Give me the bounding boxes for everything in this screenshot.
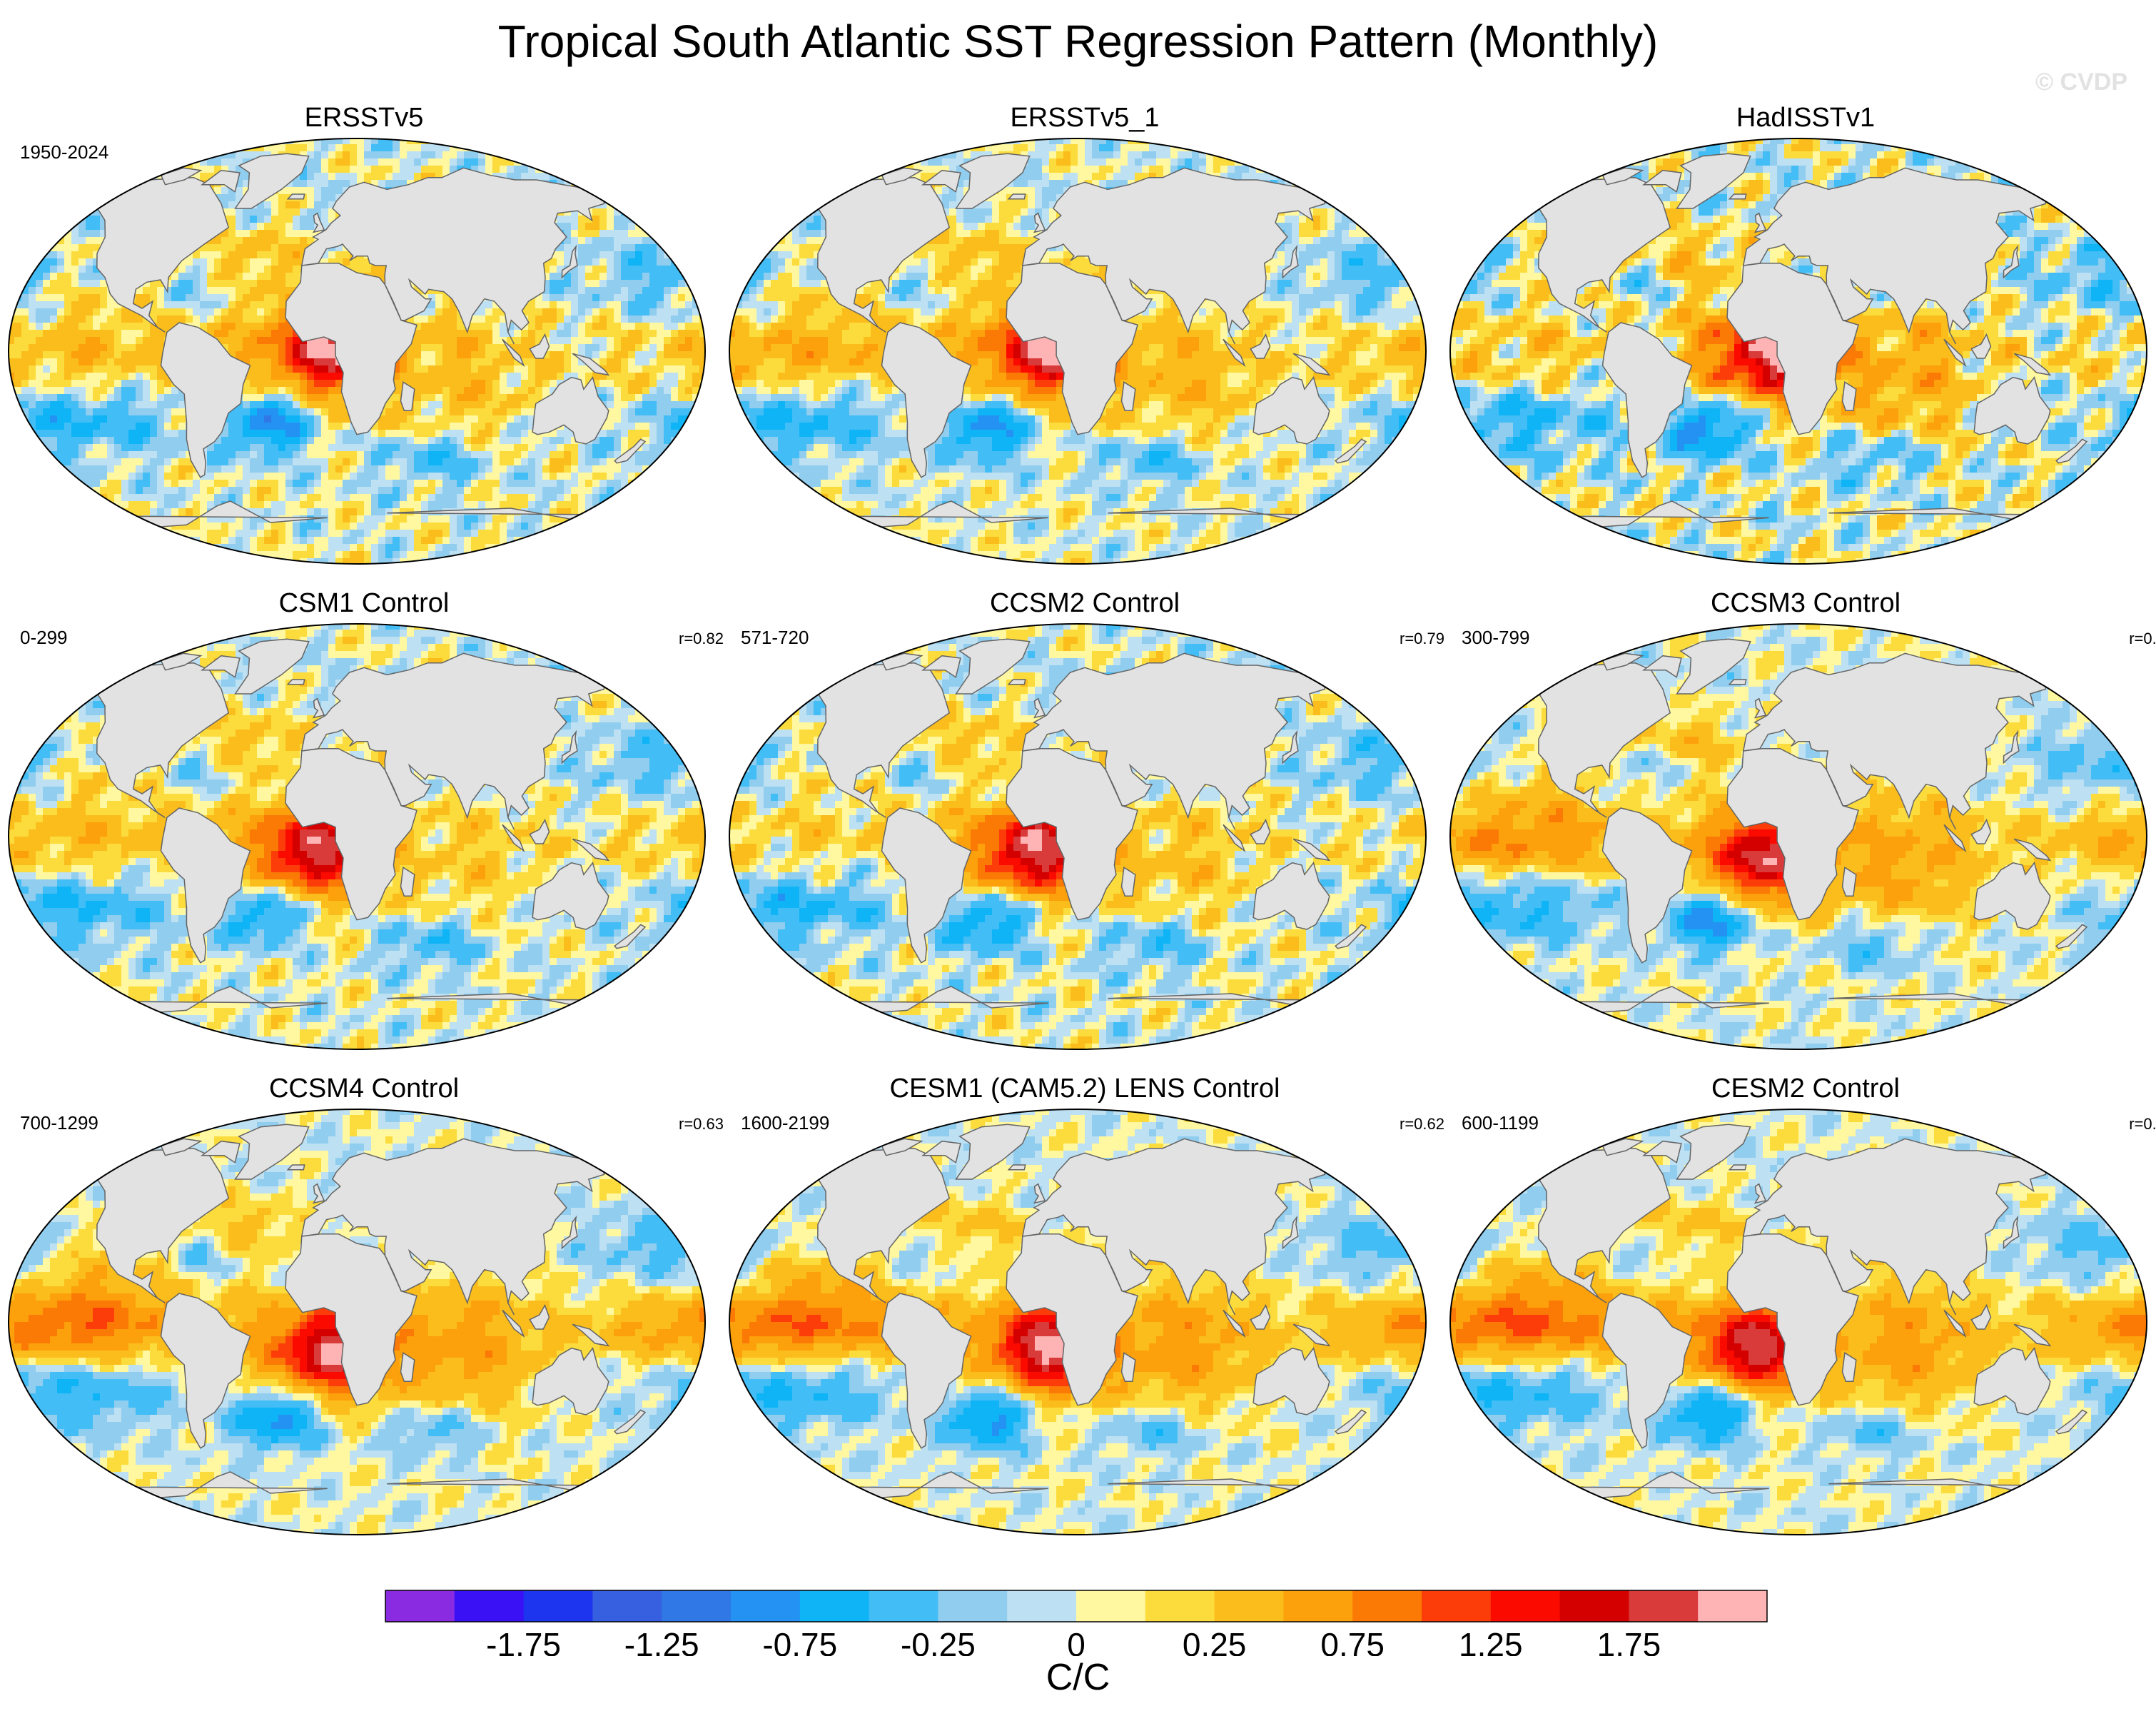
sst-regression-map [729,623,1427,1050]
map-border [8,1109,706,1535]
sst-regression-map [729,1109,1427,1535]
colorbar-swatch [1214,1590,1284,1622]
map-panel: CCSM4 Control 700-1299 r=0.63 [7,1071,724,1535]
colorbar-tick-label: 1.75 [1597,1626,1661,1656]
colorbar-tick-label: -1.25 [624,1626,699,1656]
colorbar-swatch [938,1590,1008,1622]
colorbar-swatch [1007,1590,1077,1622]
map-border [8,623,706,1050]
sst-regression-map [8,623,706,1050]
sst-field [1450,138,2147,564]
sst-regression-map [1449,138,2147,565]
colorbar-swatch [1352,1590,1422,1622]
colorbar-swatch [1559,1590,1629,1622]
colorbar-tick-label: 0.25 [1183,1626,1247,1656]
colorbar-swatch [385,1590,455,1622]
cvdp-watermark: © CVDP [2035,69,2127,96]
map-panel: CESM2 Control 600-1199 r=0.6 [1449,1071,2156,1535]
sst-regression-map [729,138,1427,565]
colorbar-tick-label: 0 [1067,1626,1085,1656]
sst-field [729,624,1426,1049]
map-panel: ERSSTv5_1 [728,100,1442,565]
sst-regression-map [1449,1109,2147,1535]
sst-field [9,1109,705,1535]
map-panel: CESM1 (CAM5.2) LENS Control 1600-2199 r=0.… [728,1071,1444,1535]
period-label: 1950-2024 [20,141,108,163]
map-border [729,1109,1427,1535]
period-label: 0-299 [20,627,68,648]
panel-title: ERSSTv5_1 [728,101,1442,134]
colorbar-swatch [592,1590,662,1622]
pattern-correlation: r=0.79 [1400,630,1444,648]
sst-regression-map [8,1109,706,1535]
colorbar-swatch [1283,1590,1353,1622]
pattern-correlation: r=0.82 [679,630,724,648]
map-panel: CSM1 Control 0-299 r=0.82 [7,585,724,1050]
panel-title: CESM1 (CAM5.2) LENS Control [728,1072,1442,1105]
sst-field [9,138,705,564]
colorbar-swatch [454,1590,525,1622]
panel-title: ERSSTv5 [7,101,721,134]
colorbar-swatch [662,1590,732,1622]
colorbar-tick-label: -0.25 [901,1626,976,1656]
colorbar-swatch [1698,1590,1768,1622]
period-label: 300-799 [1462,627,1529,648]
panel-title: CCSM4 Control [7,1072,721,1105]
panel-title: CSM1 Control [7,587,721,620]
map-panel: CCSM3 Control 300-799 r=0.7 [1449,585,2156,1050]
map-panel: HadISSTv1 [1449,100,2156,565]
colorbar-tick-label: -1.75 [486,1626,561,1656]
colorbar-swatch [799,1590,870,1622]
colorbar: -1.75 -1.25 -0.75 -0.25 0 0.25 0.75 1.25 1.75 [385,1590,1768,1656]
period-label: 1600-2199 [741,1112,829,1134]
colorbar-tick-label: 1.25 [1459,1626,1523,1656]
map-border [729,623,1427,1050]
map-border [729,138,1427,565]
panel-title: CCSM2 Control [728,587,1442,620]
colorbar-outline [385,1590,1768,1622]
colorbar-swatch [1076,1590,1146,1622]
colorbar-swatch [1145,1590,1215,1622]
colorbar-label: C/C [0,1656,2156,1699]
colorbar-tick-label: -0.75 [762,1626,837,1656]
panel-title: CCSM3 Control [1449,587,2156,620]
sst-regression-map [1449,623,2147,1050]
pattern-correlation: r=0.7 [2129,630,2156,648]
pattern-correlation: r=0.63 [679,1115,724,1134]
colorbar-swatch [523,1590,593,1622]
colorbar-tick-label: 0.75 [1320,1626,1385,1656]
pattern-correlation: r=0.62 [1400,1115,1444,1134]
map-border [1449,138,2147,565]
period-label: 700-1299 [20,1112,98,1134]
map-panel: CCSM2 Control 571-720 r=0.79 [728,585,1444,1050]
sst-field [9,624,705,1049]
panel-title: HadISSTv1 [1449,101,2156,134]
colorbar-swatch [869,1590,938,1622]
colorbar-swatch [1629,1590,1699,1622]
sst-field [1450,624,2147,1049]
map-border [8,138,706,565]
colorbar-swatch [1422,1590,1492,1622]
map-border [1449,623,2147,1050]
sst-regression-map [8,138,706,565]
period-label: 600-1199 [1462,1112,1539,1134]
sst-field [729,1109,1426,1535]
map-panel: ERSSTv5 1950-2024 [7,100,721,565]
panel-title: CESM2 Control [1449,1072,2156,1105]
sst-field [729,138,1426,564]
sst-field [1450,1109,2147,1535]
pattern-correlation: r=0.6 [2129,1115,2156,1134]
map-border [1449,1109,2147,1535]
colorbar-swatch [1490,1590,1561,1622]
period-label: 571-720 [741,627,809,648]
colorbar-swatch [731,1590,801,1622]
figure-title: Tropical South Atlantic SST Regression P… [0,13,2156,70]
